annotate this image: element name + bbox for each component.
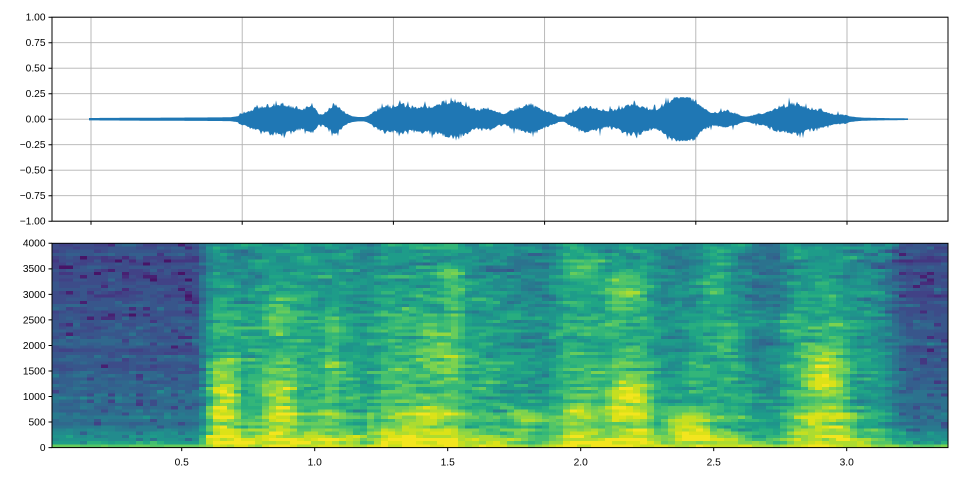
svg-text:2.0: 2.0 (574, 458, 588, 469)
svg-text:2.5: 2.5 (707, 458, 721, 469)
svg-text:0: 0 (40, 443, 46, 454)
svg-text:500: 500 (29, 417, 46, 428)
svg-text:3000: 3000 (23, 290, 46, 301)
svg-text:0.50: 0.50 (26, 64, 46, 75)
svg-text:1.5: 1.5 (441, 458, 455, 469)
svg-text:0.75: 0.75 (26, 38, 46, 49)
svg-text:1500: 1500 (23, 366, 46, 377)
svg-text:2000: 2000 (23, 341, 46, 352)
svg-text:2500: 2500 (23, 315, 46, 326)
svg-text:−0.25: −0.25 (20, 140, 46, 151)
svg-text:1.0: 1.0 (308, 458, 322, 469)
svg-text:0.25: 0.25 (26, 89, 46, 100)
svg-text:1000: 1000 (23, 392, 46, 403)
svg-text:3.0: 3.0 (840, 458, 854, 469)
svg-text:−0.75: −0.75 (20, 191, 46, 202)
svg-text:0.5: 0.5 (175, 458, 189, 469)
svg-text:3500: 3500 (23, 264, 46, 275)
svg-text:−1.00: −1.00 (20, 217, 46, 228)
svg-text:1.00: 1.00 (26, 13, 46, 24)
svg-text:0.00: 0.00 (26, 115, 46, 126)
svg-text:−0.50: −0.50 (20, 166, 46, 177)
svg-text:4000: 4000 (23, 239, 46, 250)
